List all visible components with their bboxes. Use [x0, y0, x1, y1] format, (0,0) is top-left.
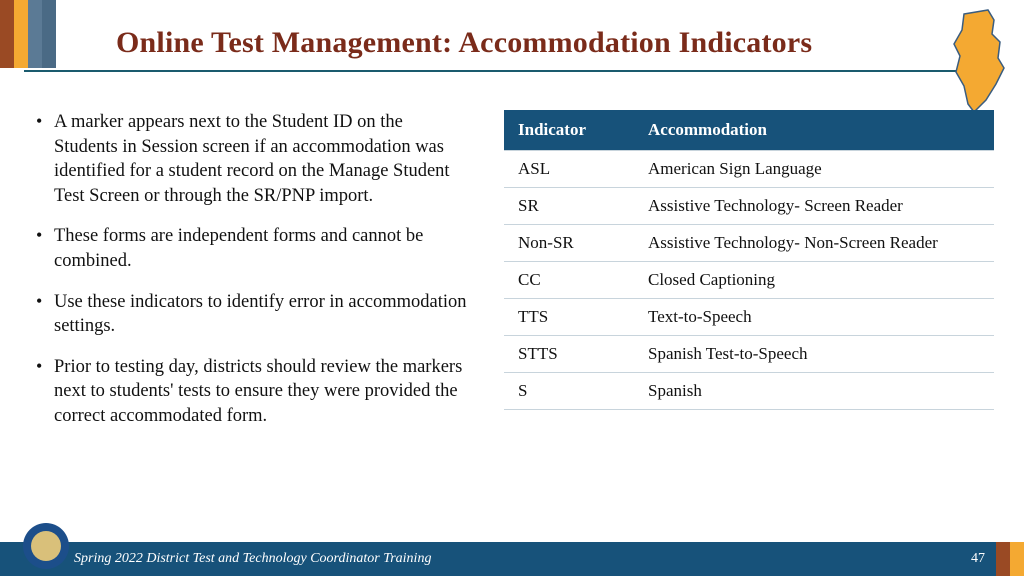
footer-stripe-1 — [996, 542, 1010, 576]
table-row: Non-SRAssistive Technology- Non-Screen R… — [504, 225, 994, 262]
table-row: SRAssistive Technology- Screen Reader — [504, 188, 994, 225]
bullet-item: A marker appears next to the Student ID … — [36, 110, 468, 208]
table-row: TTSText-to-Speech — [504, 299, 994, 336]
state-seal-icon — [22, 522, 70, 570]
bullet-item: Prior to testing day, districts should r… — [36, 355, 468, 429]
footer-bar: Spring 2022 District Test and Technology… — [0, 542, 1024, 576]
content-area: A marker appears next to the Student ID … — [36, 110, 994, 522]
col-header-indicator: Indicator — [504, 110, 634, 151]
stripe-2 — [14, 0, 28, 68]
cell-indicator: TTS — [504, 299, 634, 336]
cell-accommodation: Spanish Test-to-Speech — [634, 336, 994, 373]
indicator-table: Indicator Accommodation ASLAmerican Sign… — [504, 110, 994, 410]
table-row: STTSSpanish Test-to-Speech — [504, 336, 994, 373]
stripe-1 — [0, 0, 14, 68]
header-stripes — [0, 0, 56, 68]
cell-indicator: CC — [504, 262, 634, 299]
cell-accommodation: Assistive Technology- Non-Screen Reader — [634, 225, 994, 262]
cell-accommodation: American Sign Language — [634, 151, 994, 188]
table-row: CCClosed Captioning — [504, 262, 994, 299]
stripe-3 — [28, 0, 42, 68]
footer-text: Spring 2022 District Test and Technology… — [0, 542, 960, 576]
title-underline — [24, 70, 994, 72]
bullet-item: Use these indicators to identify error i… — [36, 290, 468, 339]
stripe-4 — [42, 0, 56, 68]
table-row: ASLAmerican Sign Language — [504, 151, 994, 188]
table-header-row: Indicator Accommodation — [504, 110, 994, 151]
cell-accommodation: Text-to-Speech — [634, 299, 994, 336]
title-bar: Online Test Management: Accommodation In… — [116, 26, 994, 60]
nj-state-icon — [944, 8, 1010, 118]
table-row: SSpanish — [504, 373, 994, 410]
cell-accommodation: Spanish — [634, 373, 994, 410]
cell-accommodation: Closed Captioning — [634, 262, 994, 299]
cell-indicator: STTS — [504, 336, 634, 373]
cell-indicator: S — [504, 373, 634, 410]
seal-inner — [31, 531, 61, 561]
bullet-list: A marker appears next to the Student ID … — [36, 110, 468, 522]
table-body: ASLAmerican Sign LanguageSRAssistive Tec… — [504, 151, 994, 410]
nj-shape — [954, 10, 1004, 112]
cell-indicator: Non-SR — [504, 225, 634, 262]
cell-indicator: ASL — [504, 151, 634, 188]
bullet-ul: A marker appears next to the Student ID … — [36, 110, 468, 429]
cell-accommodation: Assistive Technology- Screen Reader — [634, 188, 994, 225]
indicator-table-wrap: Indicator Accommodation ASLAmerican Sign… — [504, 110, 994, 522]
bullet-item: These forms are independent forms and ca… — [36, 224, 468, 273]
footer-stripe-2 — [1010, 542, 1024, 576]
footer-page-number: 47 — [960, 542, 996, 576]
cell-indicator: SR — [504, 188, 634, 225]
page-title: Online Test Management: Accommodation In… — [116, 26, 994, 60]
col-header-accommodation: Accommodation — [634, 110, 994, 151]
